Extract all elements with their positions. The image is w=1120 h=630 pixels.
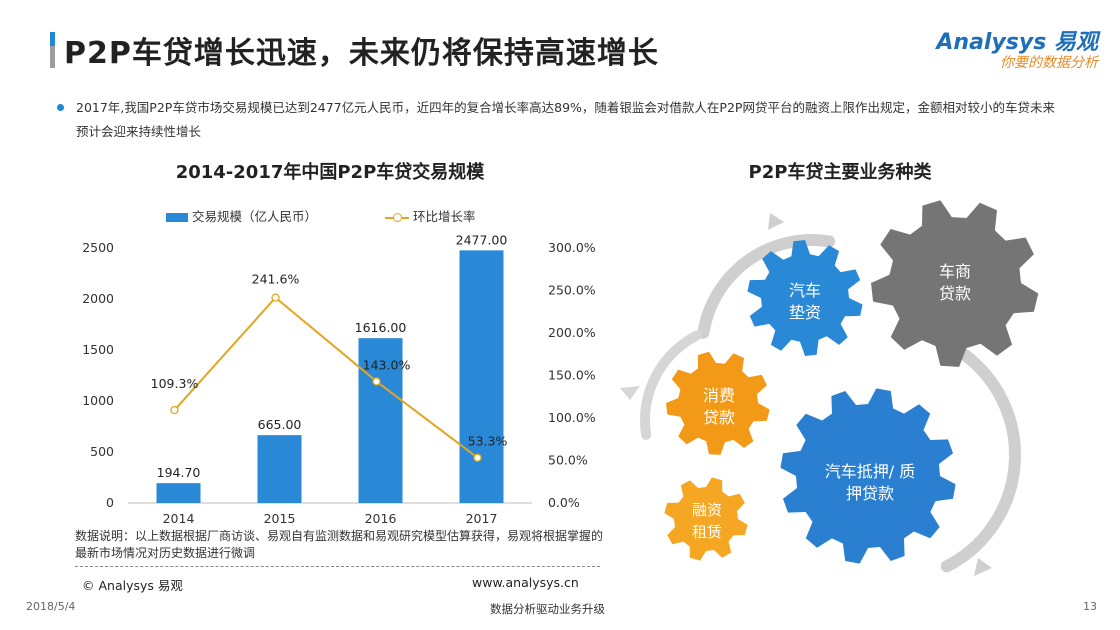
gear-hub: [762, 255, 848, 341]
footer-date: 2018/5/4: [26, 600, 76, 613]
gear-label-line: 垫资: [788, 303, 821, 322]
bar-line-chart: 0 500 1000 1500 2000 2500 0.0% 50.0% 100.0% 150.0…: [82, 232, 596, 526]
growth-rate-point: [372, 377, 381, 386]
growth-rate-label: 241.6%: [252, 272, 300, 287]
x-axis-tick-label: 2015: [264, 511, 296, 526]
gear-label-line: 车商: [938, 262, 971, 281]
page-title: P2P车贷增长迅速，未来仍将保持高速增长: [64, 36, 659, 71]
y-axis-tick-label: 2000: [82, 291, 114, 306]
gear-label-line: 融资: [691, 501, 722, 519]
growth-rate-label: 53.3%: [468, 434, 508, 449]
cycle-arrowhead: [768, 213, 784, 230]
bar-data-label: 665.00: [258, 417, 302, 432]
gear-label-leasing: 融资 租赁: [667, 499, 747, 543]
x-axis-tick-label: 2014: [163, 511, 195, 526]
y2-axis-tick-label: 250.0%: [548, 283, 596, 298]
gear-label-line: 贷款: [702, 408, 735, 427]
gear-label-line: 汽车抵押/ 质: [824, 462, 916, 481]
footer-tagline: 数据分析驱动业务升级: [490, 602, 605, 616]
y-axis-tick-label: 1000: [82, 393, 114, 408]
logo-main-text: Analysys 易观: [936, 30, 1098, 55]
page-number: 13: [1083, 600, 1097, 613]
bar-2016: [358, 338, 403, 503]
y-axis-tick-label: 0: [106, 495, 114, 510]
growth-rate-point: [170, 405, 179, 415]
bar-data-label: 2477.00: [456, 232, 508, 247]
cycle-arrow-arc: [640, 330, 702, 440]
gear-label-line: 汽车: [788, 281, 821, 300]
y2-axis-tick-label: 150.0%: [548, 368, 596, 383]
gears-diagram: [620, 200, 1039, 576]
business-types-title: P2P车贷主要业务种类: [748, 162, 932, 183]
bullet-icon: [57, 104, 64, 111]
copyright-text: © Analysys 易观: [82, 578, 183, 593]
summary-text: 2017年,我国P2P车贷市场交易规模已达到2477亿元人民币，近四年的复合增长…: [76, 100, 1055, 139]
website-link[interactable]: www.analysys.cn: [472, 575, 579, 590]
cycle-arrowhead: [974, 558, 992, 576]
gear-label-line: 租赁: [691, 523, 722, 541]
legend-line-swatch: [385, 213, 409, 222]
y2-axis-tick-label: 50.0%: [548, 453, 588, 468]
bar-2015: [257, 435, 302, 503]
growth-rate-point: [473, 453, 482, 462]
y2-axis-tick-label: 300.0%: [548, 240, 596, 255]
growth-rate-label: 143.0%: [363, 357, 411, 372]
cycle-arrow-arc: [940, 347, 1021, 573]
bar-data-label: 1616.00: [355, 320, 407, 335]
bar-2017: [459, 250, 504, 503]
gear-hub: [675, 488, 737, 550]
gear-label-auto-advance: 汽车 垫资: [765, 280, 845, 324]
y-axis-tick-label: 500: [90, 444, 114, 459]
note-divider: [75, 566, 600, 567]
gear-label-mortgage-loan: 汽车抵押/ 质 押贷款: [800, 461, 940, 505]
x-axis-tick-label: 2016: [365, 511, 397, 526]
chart-title: 2014-2017年中国P2P车贷交易规模: [175, 162, 485, 183]
gear-label-line: 押贷款: [845, 484, 894, 503]
growth-rate-line: [173, 296, 479, 459]
logo-tagline: 你要的数据分析: [1000, 55, 1098, 71]
y2-axis-tick-label: 100.0%: [548, 410, 596, 425]
y2-axis-tick-label: 200.0%: [548, 325, 596, 340]
y-axis-tick-label: 2500: [82, 240, 114, 255]
bar-2014: [156, 483, 201, 503]
gear-label-line: 消费: [702, 386, 735, 405]
legend-line-entry: 环比增长率: [385, 206, 476, 225]
brand-logo: Analysys 易观 你要的数据分析: [936, 24, 1098, 74]
bar-data-label: 194.70: [157, 465, 201, 480]
growth-rate-point: [271, 293, 280, 302]
title-accent-bar-gray: [50, 46, 55, 68]
gear-label-consumer-loan: 消费 贷款: [679, 385, 759, 429]
gear-hub: [679, 364, 757, 442]
gear-hub: [891, 219, 1019, 347]
x-axis-tick-label: 2017: [466, 511, 498, 526]
legend-line-label: 环比增长率: [413, 209, 476, 224]
cycle-arrowhead: [620, 386, 640, 400]
gear-label-line: 贷款: [938, 284, 971, 303]
gear-hub: [798, 406, 938, 546]
legend-bar-entry: 交易规模（亿人民币）: [166, 206, 317, 225]
gear-label-dealer-loan: 车商 贷款: [915, 261, 995, 305]
growth-rate-label: 109.3%: [151, 376, 199, 391]
legend-bar-label: 交易规模（亿人民币）: [192, 209, 318, 224]
legend-bar-swatch: [166, 213, 188, 222]
cycle-arrow-arc: [697, 234, 836, 339]
y2-axis-tick-label: 0.0%: [548, 495, 580, 510]
y-axis-tick-label: 1500: [82, 342, 114, 357]
data-note: 数据说明：以上数据根据厂商访谈、易观自有监测数据和易观研究模型估算获得，易观将根…: [75, 529, 604, 560]
